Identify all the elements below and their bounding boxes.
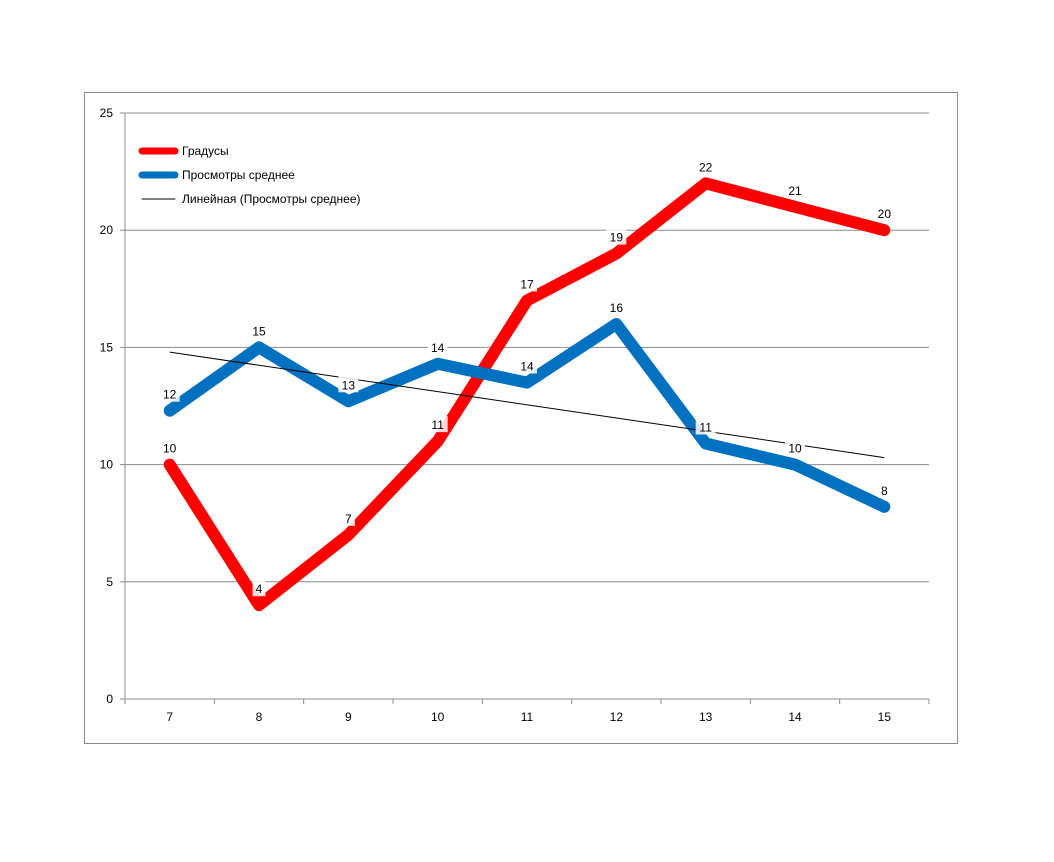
data-label: 10 xyxy=(788,442,802,456)
data-label-bg xyxy=(606,298,627,315)
data-point xyxy=(705,182,707,184)
data-label: 8 xyxy=(881,484,888,498)
legend-label-0: Градусы xyxy=(182,144,229,158)
data-label: 16 xyxy=(610,301,624,315)
y-tick-label: 20 xyxy=(100,223,114,237)
x-tick-label: 11 xyxy=(521,710,534,724)
data-label: 12 xyxy=(163,388,177,402)
data-label: 17 xyxy=(520,278,534,292)
data-label: 11 xyxy=(699,421,712,435)
data-point xyxy=(705,443,707,445)
data-label: 10 xyxy=(163,442,177,456)
data-point xyxy=(883,229,885,231)
x-tick-label: 14 xyxy=(788,710,802,724)
data-label-bg xyxy=(785,181,805,198)
data-label-bg xyxy=(249,322,269,339)
data-label-bg xyxy=(159,439,180,456)
series-line-1 xyxy=(163,318,891,513)
data-label: 13 xyxy=(342,378,356,392)
x-tick-label: 10 xyxy=(431,710,445,724)
data-point xyxy=(794,464,796,466)
y-tick-label: 0 xyxy=(106,692,113,706)
data-label: 19 xyxy=(610,231,624,245)
series-lines xyxy=(163,177,891,612)
y-tick-label: 25 xyxy=(100,106,114,120)
data-label: 15 xyxy=(252,324,266,338)
data-point xyxy=(615,323,617,325)
data-point xyxy=(526,300,528,302)
data-label-bg xyxy=(338,376,359,393)
data-labels: 10 4 7 11 17 19 22 21 20 12 15 13 14 14 16 11 10 8 xyxy=(159,158,895,597)
data-label-bg xyxy=(517,357,537,374)
data-point xyxy=(258,604,260,606)
data-label-bg xyxy=(252,580,266,597)
trendline xyxy=(169,351,885,459)
data-label: 7 xyxy=(345,512,352,526)
data-point xyxy=(794,206,796,208)
data-label: 22 xyxy=(699,160,713,174)
y-tick-label: 5 xyxy=(106,575,113,589)
data-label-bg xyxy=(874,205,895,222)
line-chart: 0 5 10 15 20 25 7 8 9 10 11 12 13 14 15 10 4 7 11 17 19 22 21… xyxy=(100,106,930,724)
data-label-bg xyxy=(785,439,805,456)
data-label-bg xyxy=(427,416,448,433)
x-tick-label: 8 xyxy=(256,710,263,724)
data-point xyxy=(526,382,528,384)
axes: 0 5 10 15 20 25 7 8 9 10 11 12 13 14 15 xyxy=(100,106,930,724)
data-label-bg xyxy=(341,509,355,526)
data-point xyxy=(169,464,171,466)
data-label: 21 xyxy=(788,184,802,198)
data-label: 11 xyxy=(431,418,444,432)
x-tick-label: 13 xyxy=(699,710,713,724)
legend-label-2: Линейная (Просмотры среднее) xyxy=(182,192,361,206)
data-label-bg xyxy=(695,418,716,435)
data-point xyxy=(437,363,439,365)
gridlines xyxy=(125,112,929,583)
data-label: 14 xyxy=(520,360,534,374)
data-point xyxy=(615,253,617,255)
x-tick-label: 12 xyxy=(610,710,624,724)
data-point xyxy=(169,410,171,412)
legend-label-1: Просмотры среднее xyxy=(182,168,295,182)
data-label: 14 xyxy=(431,341,445,355)
legend: Градусы Просмотры среднее Линейная (Просмо… xyxy=(138,144,361,206)
data-point xyxy=(347,400,349,402)
data-label-bg xyxy=(877,481,891,498)
x-tick-label: 15 xyxy=(878,710,892,724)
data-label-bg xyxy=(427,338,448,355)
y-tick-label: 10 xyxy=(100,458,114,472)
data-label: 20 xyxy=(878,207,892,221)
x-tick-label: 9 xyxy=(345,710,352,724)
data-label: 4 xyxy=(256,582,263,596)
chart-frame: 0 5 10 15 20 25 7 8 9 10 11 12 13 14 15 10 4 7 11 17 19 22 21… xyxy=(84,92,958,744)
data-point xyxy=(883,506,885,508)
data-label-bg xyxy=(606,228,627,245)
data-point xyxy=(347,534,349,536)
y-tick-label: 15 xyxy=(100,340,114,354)
data-label-bg xyxy=(517,275,537,292)
data-label-bg xyxy=(695,158,716,175)
series-line-0 xyxy=(163,177,891,612)
x-tick-label: 7 xyxy=(166,710,173,724)
data-label-bg xyxy=(159,385,180,402)
data-point xyxy=(258,346,260,348)
data-point xyxy=(437,440,439,442)
